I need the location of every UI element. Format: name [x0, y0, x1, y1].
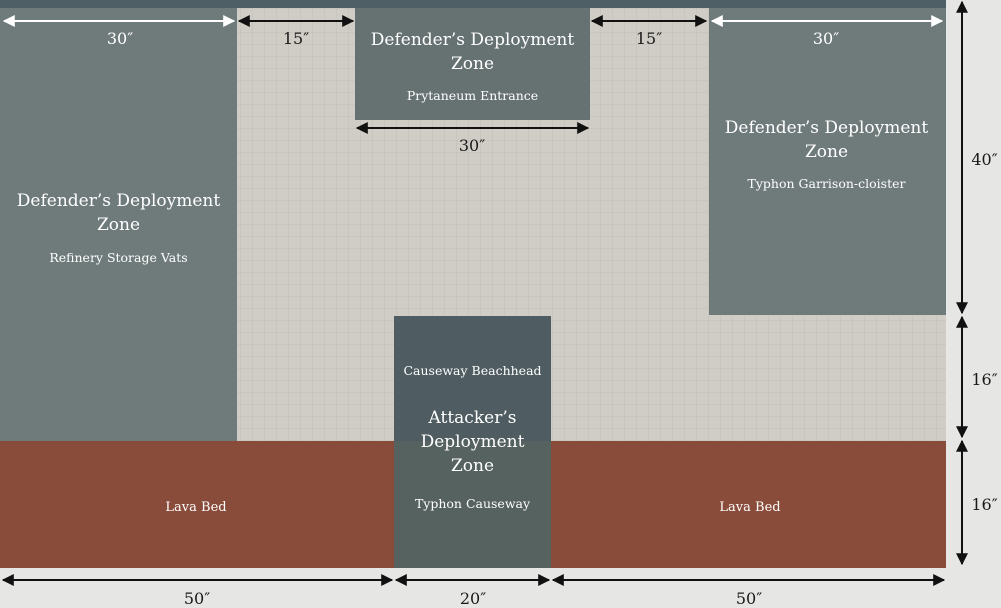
dim-top-center: 30″	[458, 136, 486, 155]
left-zone-subtitle: Refinery Storage Vats	[49, 250, 188, 265]
dim-top-gap-left: 15″	[282, 29, 310, 48]
attacker-zone-lower	[394, 441, 551, 568]
attacker-beachhead-label: Causeway Beachhead	[403, 363, 542, 378]
right-zone-subtitle: Typhon Garrison-cloister	[747, 176, 906, 191]
dim-right-upper: 40″	[971, 150, 998, 169]
attacker-zone-title: Attacker’s Deployment Zone	[420, 408, 525, 476]
defender-zone-top	[355, 8, 590, 120]
attacker-zone-subtitle: Typhon Causeway	[414, 496, 531, 511]
dim-bottom-right: 50″	[735, 589, 763, 608]
dim-bottom-mid: 20″	[459, 589, 487, 608]
lava-bed-right-label: Lava Bed	[719, 500, 781, 515]
dim-bottom-left: 50″	[183, 589, 211, 608]
defender-zone-right	[709, 8, 946, 315]
dim-top-gap-right: 15″	[635, 29, 663, 48]
lava-bed-left-label: Lava Bed	[165, 500, 227, 515]
top-zone-title: Defender’s Deployment Zone	[370, 30, 575, 74]
dim-right-mid: 16″	[971, 370, 998, 389]
attacker-zone-upper	[394, 316, 551, 441]
lava-bed-right	[551, 441, 946, 568]
top-zone-subtitle: Prytaneum Entrance	[406, 88, 539, 103]
dim-top-right: 30″	[812, 29, 840, 48]
lava-bed-left	[0, 441, 394, 568]
left-zone-title: Defender’s Deployment Zone	[16, 191, 221, 235]
dim-top-left: 30″	[106, 29, 134, 48]
battlefield-map	[0, 0, 946, 568]
right-zone-title: Defender’s Deployment Zone	[724, 118, 929, 162]
defender-zone-left	[0, 8, 237, 441]
dim-right-lower: 16″	[971, 495, 998, 514]
